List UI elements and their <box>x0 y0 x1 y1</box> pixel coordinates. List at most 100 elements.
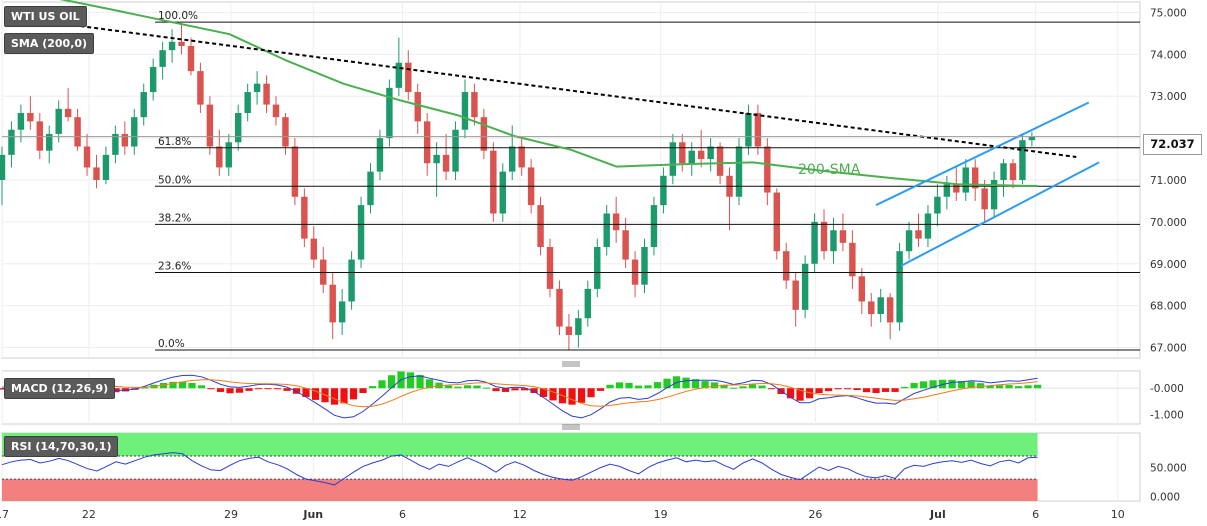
macd-histogram-bar <box>207 388 215 390</box>
fib-level-label: 0.0% <box>158 338 185 350</box>
macd-histogram-bar <box>786 388 795 399</box>
sma-indicator-tag[interactable]: SMA (200,0) <box>4 33 95 54</box>
current-price-badge: 72.037 <box>1143 134 1202 155</box>
candle-body <box>801 263 809 310</box>
candle-body <box>112 133 119 155</box>
macd-histogram-bar <box>406 372 415 389</box>
macd-histogram-bar <box>938 379 947 389</box>
sma-200-annotation: 200-SMA <box>798 162 861 178</box>
macd-histogram-bar <box>169 381 177 389</box>
rsi-y-tick-label: 50.000 <box>1150 463 1187 475</box>
candle-body <box>253 83 261 93</box>
candle-body <box>962 167 969 193</box>
macd-histogram-bar <box>815 388 823 393</box>
macd-histogram-bar <box>454 386 462 389</box>
candle-body <box>849 242 856 277</box>
candle-body <box>329 284 336 323</box>
candle-body <box>386 87 393 139</box>
macd-histogram-bar <box>387 375 396 389</box>
macd-y-tick-label: -0.000 <box>1150 383 1184 395</box>
macd-y-tick-label: -1.000 <box>1150 410 1184 422</box>
macd-histogram-bar <box>226 388 234 394</box>
macd-histogram-bar <box>539 388 548 397</box>
macd-indicator-tag[interactable]: MACD (12,26,9) <box>4 378 116 399</box>
candle-body <box>509 146 516 172</box>
candle-body <box>490 150 497 214</box>
candle-body <box>83 146 91 168</box>
macd-histogram-bar <box>967 381 975 389</box>
candle-body <box>1028 136 1036 141</box>
candle-body <box>225 142 232 168</box>
macd-histogram-bar <box>1033 384 1042 389</box>
rsi-oversold-zone <box>2 479 1038 501</box>
candle-body <box>36 121 44 151</box>
macd-histogram-bar <box>216 388 225 392</box>
macd-histogram-bar <box>568 388 576 405</box>
candle-body <box>773 192 780 252</box>
candle-body <box>471 92 478 118</box>
candle-body <box>187 45 195 72</box>
candle-body <box>414 92 421 122</box>
symbol-tag[interactable]: WTI US OIL <box>4 6 87 27</box>
rsi-indicator-tag[interactable]: RSI (14,70,30,1) <box>4 436 119 457</box>
candle-body <box>282 117 289 147</box>
rsi-overbought-zone <box>2 433 1038 457</box>
macd-histogram-bar <box>1014 386 1023 389</box>
candle-body <box>641 247 648 285</box>
candle-body <box>301 196 308 239</box>
candle-body <box>235 112 242 143</box>
macd-histogram-bar <box>140 387 149 389</box>
macd-histogram-bar <box>805 388 814 399</box>
macd-histogram-bar <box>606 384 614 389</box>
macd-histogram-bar <box>425 379 434 389</box>
macd-histogram-bar <box>891 388 899 392</box>
x-tick-label: 26 <box>808 508 822 521</box>
candle-body <box>565 326 573 335</box>
candle-body <box>480 117 488 151</box>
macd-histogram-bar <box>197 385 206 389</box>
candle-body <box>442 154 450 172</box>
macd-histogram-bar <box>634 385 643 389</box>
macd-histogram-bar <box>283 388 291 391</box>
macd-histogram-bar <box>501 388 510 392</box>
macd-layer <box>0 371 1140 419</box>
macd-histogram-bar <box>273 388 282 390</box>
candle-body <box>348 259 355 302</box>
y-tick-label: 75.000 <box>1150 7 1187 19</box>
candle-body <box>688 150 695 164</box>
macd-histogram-bar <box>615 382 624 389</box>
macd-histogram-bar <box>482 387 491 389</box>
candle-body <box>830 230 837 252</box>
candle-body <box>64 108 72 118</box>
macd-histogram-bar <box>948 379 956 389</box>
candle-body <box>735 146 743 197</box>
candle-body <box>858 276 866 302</box>
macd-histogram-bar <box>872 388 880 393</box>
candle-body <box>934 196 941 214</box>
candle-body <box>679 142 686 164</box>
candle-body <box>263 83 270 105</box>
x-tick-label: 29 <box>224 508 238 521</box>
y-tick-label: 70.000 <box>1150 217 1187 229</box>
macd-histogram-bar <box>235 388 244 393</box>
macd-signal-line <box>1 379 1038 408</box>
candle-body <box>405 62 412 93</box>
candle-body <box>272 104 280 118</box>
macd-histogram-bar <box>463 385 472 389</box>
candle-body <box>46 133 53 151</box>
x-tick-label: Jul <box>929 508 946 521</box>
macd-histogram-bar <box>511 388 519 391</box>
macd-histogram-bar <box>653 382 662 389</box>
macd-histogram-bar <box>796 388 804 401</box>
macd-histogram-bar <box>758 385 766 389</box>
macd-histogram-bar <box>264 388 272 390</box>
candle-body <box>943 184 951 197</box>
overlay-layer: 100.0% 61.8% 50.0% 38.2% 23.6% 0.0% 200-SMA <box>2 0 1140 351</box>
macd-histogram-bar <box>824 388 833 392</box>
candle-body <box>905 230 913 252</box>
candle-body <box>1019 140 1026 180</box>
candle-body <box>820 221 828 252</box>
macd-histogram-bar <box>1024 385 1032 389</box>
y-tick-label: 69.000 <box>1150 259 1187 271</box>
